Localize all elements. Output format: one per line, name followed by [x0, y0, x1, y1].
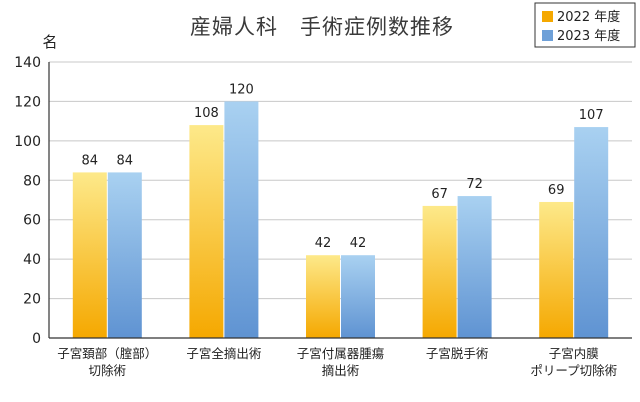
grid: [49, 61, 632, 300]
x-tick-label-4-1: ポリープ切除術: [530, 363, 617, 378]
y-axis-unit: 名: [42, 33, 57, 51]
value-label-s0-c0: 84: [82, 153, 99, 168]
bar-s0-c0: [72, 172, 107, 338]
bar-s1-c1: [224, 101, 259, 338]
value-label-s1-c3: 72: [466, 177, 483, 192]
x-tick-label-1-0: 子宮全摘出術: [186, 346, 261, 361]
data-labels: 84 84 108 120 42 42 67 72 69 107: [82, 82, 604, 251]
value-label-s1-c1: 120: [229, 82, 254, 97]
bar-s0-c3: [422, 205, 457, 338]
y-tick-label-0: 0: [32, 331, 41, 347]
x-tick-label-4-0: 子宮内膜: [549, 346, 599, 361]
axes: 0 20 40 60 80 100 120 140 子宮頚部（腟部） 切除術 子宮全摘出術 子宮付属器…: [14, 55, 632, 378]
y-tick-label-40: 40: [23, 252, 41, 268]
legend-swatch-1: [542, 30, 553, 41]
value-label-s0-c2: 42: [315, 236, 332, 251]
value-label-s1-c2: 42: [350, 236, 367, 251]
bar-s1-c2: [341, 255, 375, 338]
x-tick-label-0-1: 切除術: [89, 363, 127, 378]
y-tick-label-100: 100: [14, 134, 41, 150]
legend-swatch-0: [542, 11, 553, 22]
y-tick-label-20: 20: [23, 292, 41, 308]
value-label-s0-c4: 69: [548, 183, 565, 198]
bar-s1-c3: [457, 196, 492, 338]
bar-s0-c4: [539, 201, 574, 338]
bars: [72, 101, 609, 338]
value-label-s0-c1: 108: [194, 106, 219, 121]
bar-s1-c4: [574, 127, 609, 338]
y-tick-label-120: 120: [14, 94, 41, 110]
legend-label-1: 2023 年度: [557, 28, 620, 44]
y-tick-label-60: 60: [23, 213, 41, 229]
x-tick-label-3-0: 子宮脱手術: [426, 346, 489, 361]
x-tick-label-0-0: 子宮頚部（腟部）: [57, 346, 157, 361]
legend-label-0: 2022 年度: [557, 9, 620, 25]
value-label-s0-c3: 67: [431, 187, 448, 202]
bar-s1-c0: [107, 172, 142, 338]
bar-s0-c2: [306, 255, 340, 338]
y-tick-label-140: 140: [14, 55, 41, 71]
value-label-s1-c0: 84: [117, 153, 134, 168]
chart-title: 産婦人科 手術症例数推移: [190, 15, 454, 39]
value-label-s1-c4: 107: [579, 108, 604, 123]
x-tick-label-2-1: 摘出術: [322, 363, 360, 378]
x-tick-label-2-0: 子宮付属器腫瘍: [297, 346, 385, 361]
y-tick-label-80: 80: [23, 173, 41, 189]
bar-s0-c1: [189, 125, 224, 338]
legend: 2022 年度 2023 年度: [534, 2, 636, 48]
